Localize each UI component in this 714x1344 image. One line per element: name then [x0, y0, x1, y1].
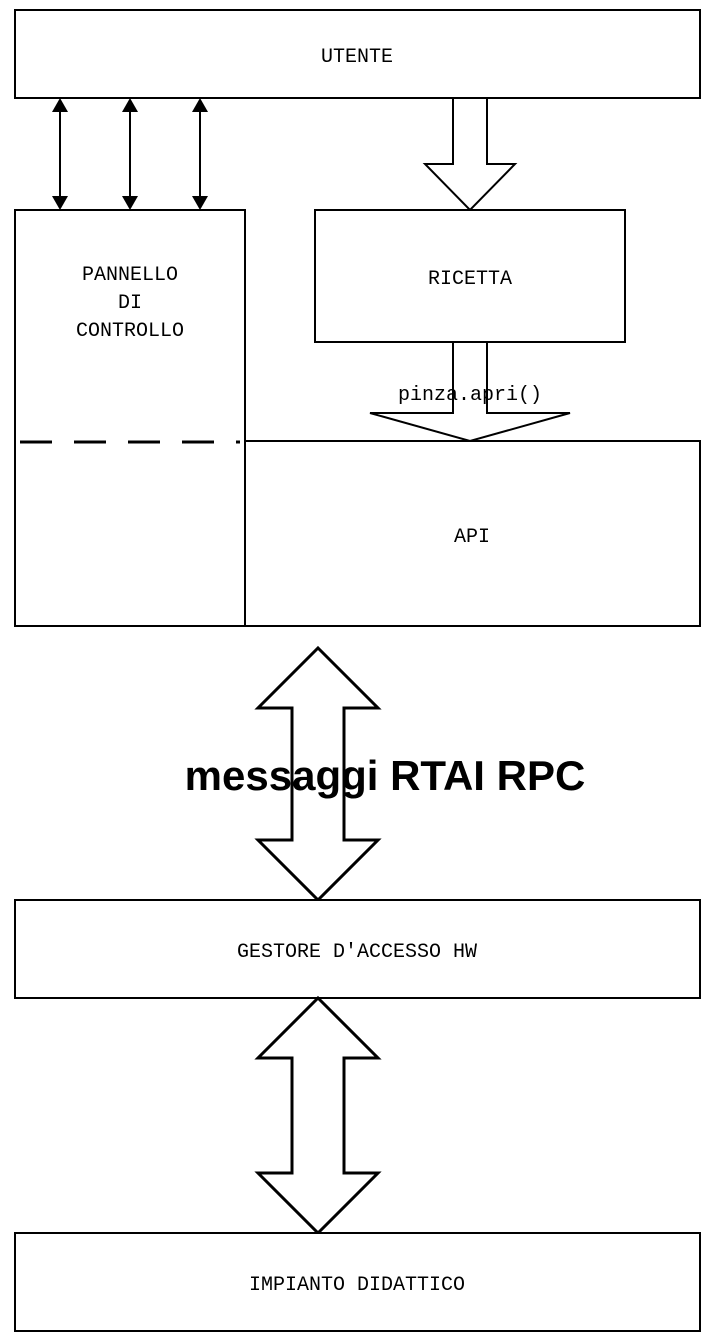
node-impianto: IMPIANTO DIDATTICO: [15, 1233, 700, 1331]
node-ricetta-label: RICETTA: [428, 268, 512, 291]
arrow-block-gestore-impianto: [258, 998, 378, 1233]
arrow-thin-3: [192, 98, 208, 210]
node-api: API: [245, 441, 700, 626]
node-gestore: GESTORE D'ACCESSO HW: [15, 900, 700, 998]
node-pannello: PANNELLO DI CONTROLLO: [15, 210, 245, 626]
arrow-thin-2: [122, 98, 138, 210]
node-impianto-label: IMPIANTO DIDATTICO: [249, 1274, 465, 1297]
label-messaggi: messaggi RTAI RPC: [185, 752, 586, 799]
node-ricetta: RICETTA: [315, 210, 625, 342]
node-pannello-label-1: PANNELLO: [82, 264, 178, 287]
node-utente-label: UTENTE: [321, 46, 393, 69]
node-utente: UTENTE: [15, 10, 700, 98]
label-pinza: pinza.apri(): [398, 384, 542, 407]
node-pannello-label-3: CONTROLLO: [76, 320, 184, 343]
arrow-thin-1: [52, 98, 68, 210]
node-gestore-label: GESTORE D'ACCESSO HW: [237, 941, 477, 964]
flowchart-diagram: UTENTE PANNELLO DI CONTROLLO RICETTA p: [0, 0, 714, 1344]
node-pannello-label-2: DI: [118, 292, 142, 315]
node-api-label: API: [454, 526, 490, 549]
arrow-block-utente-ricetta: [425, 98, 515, 210]
